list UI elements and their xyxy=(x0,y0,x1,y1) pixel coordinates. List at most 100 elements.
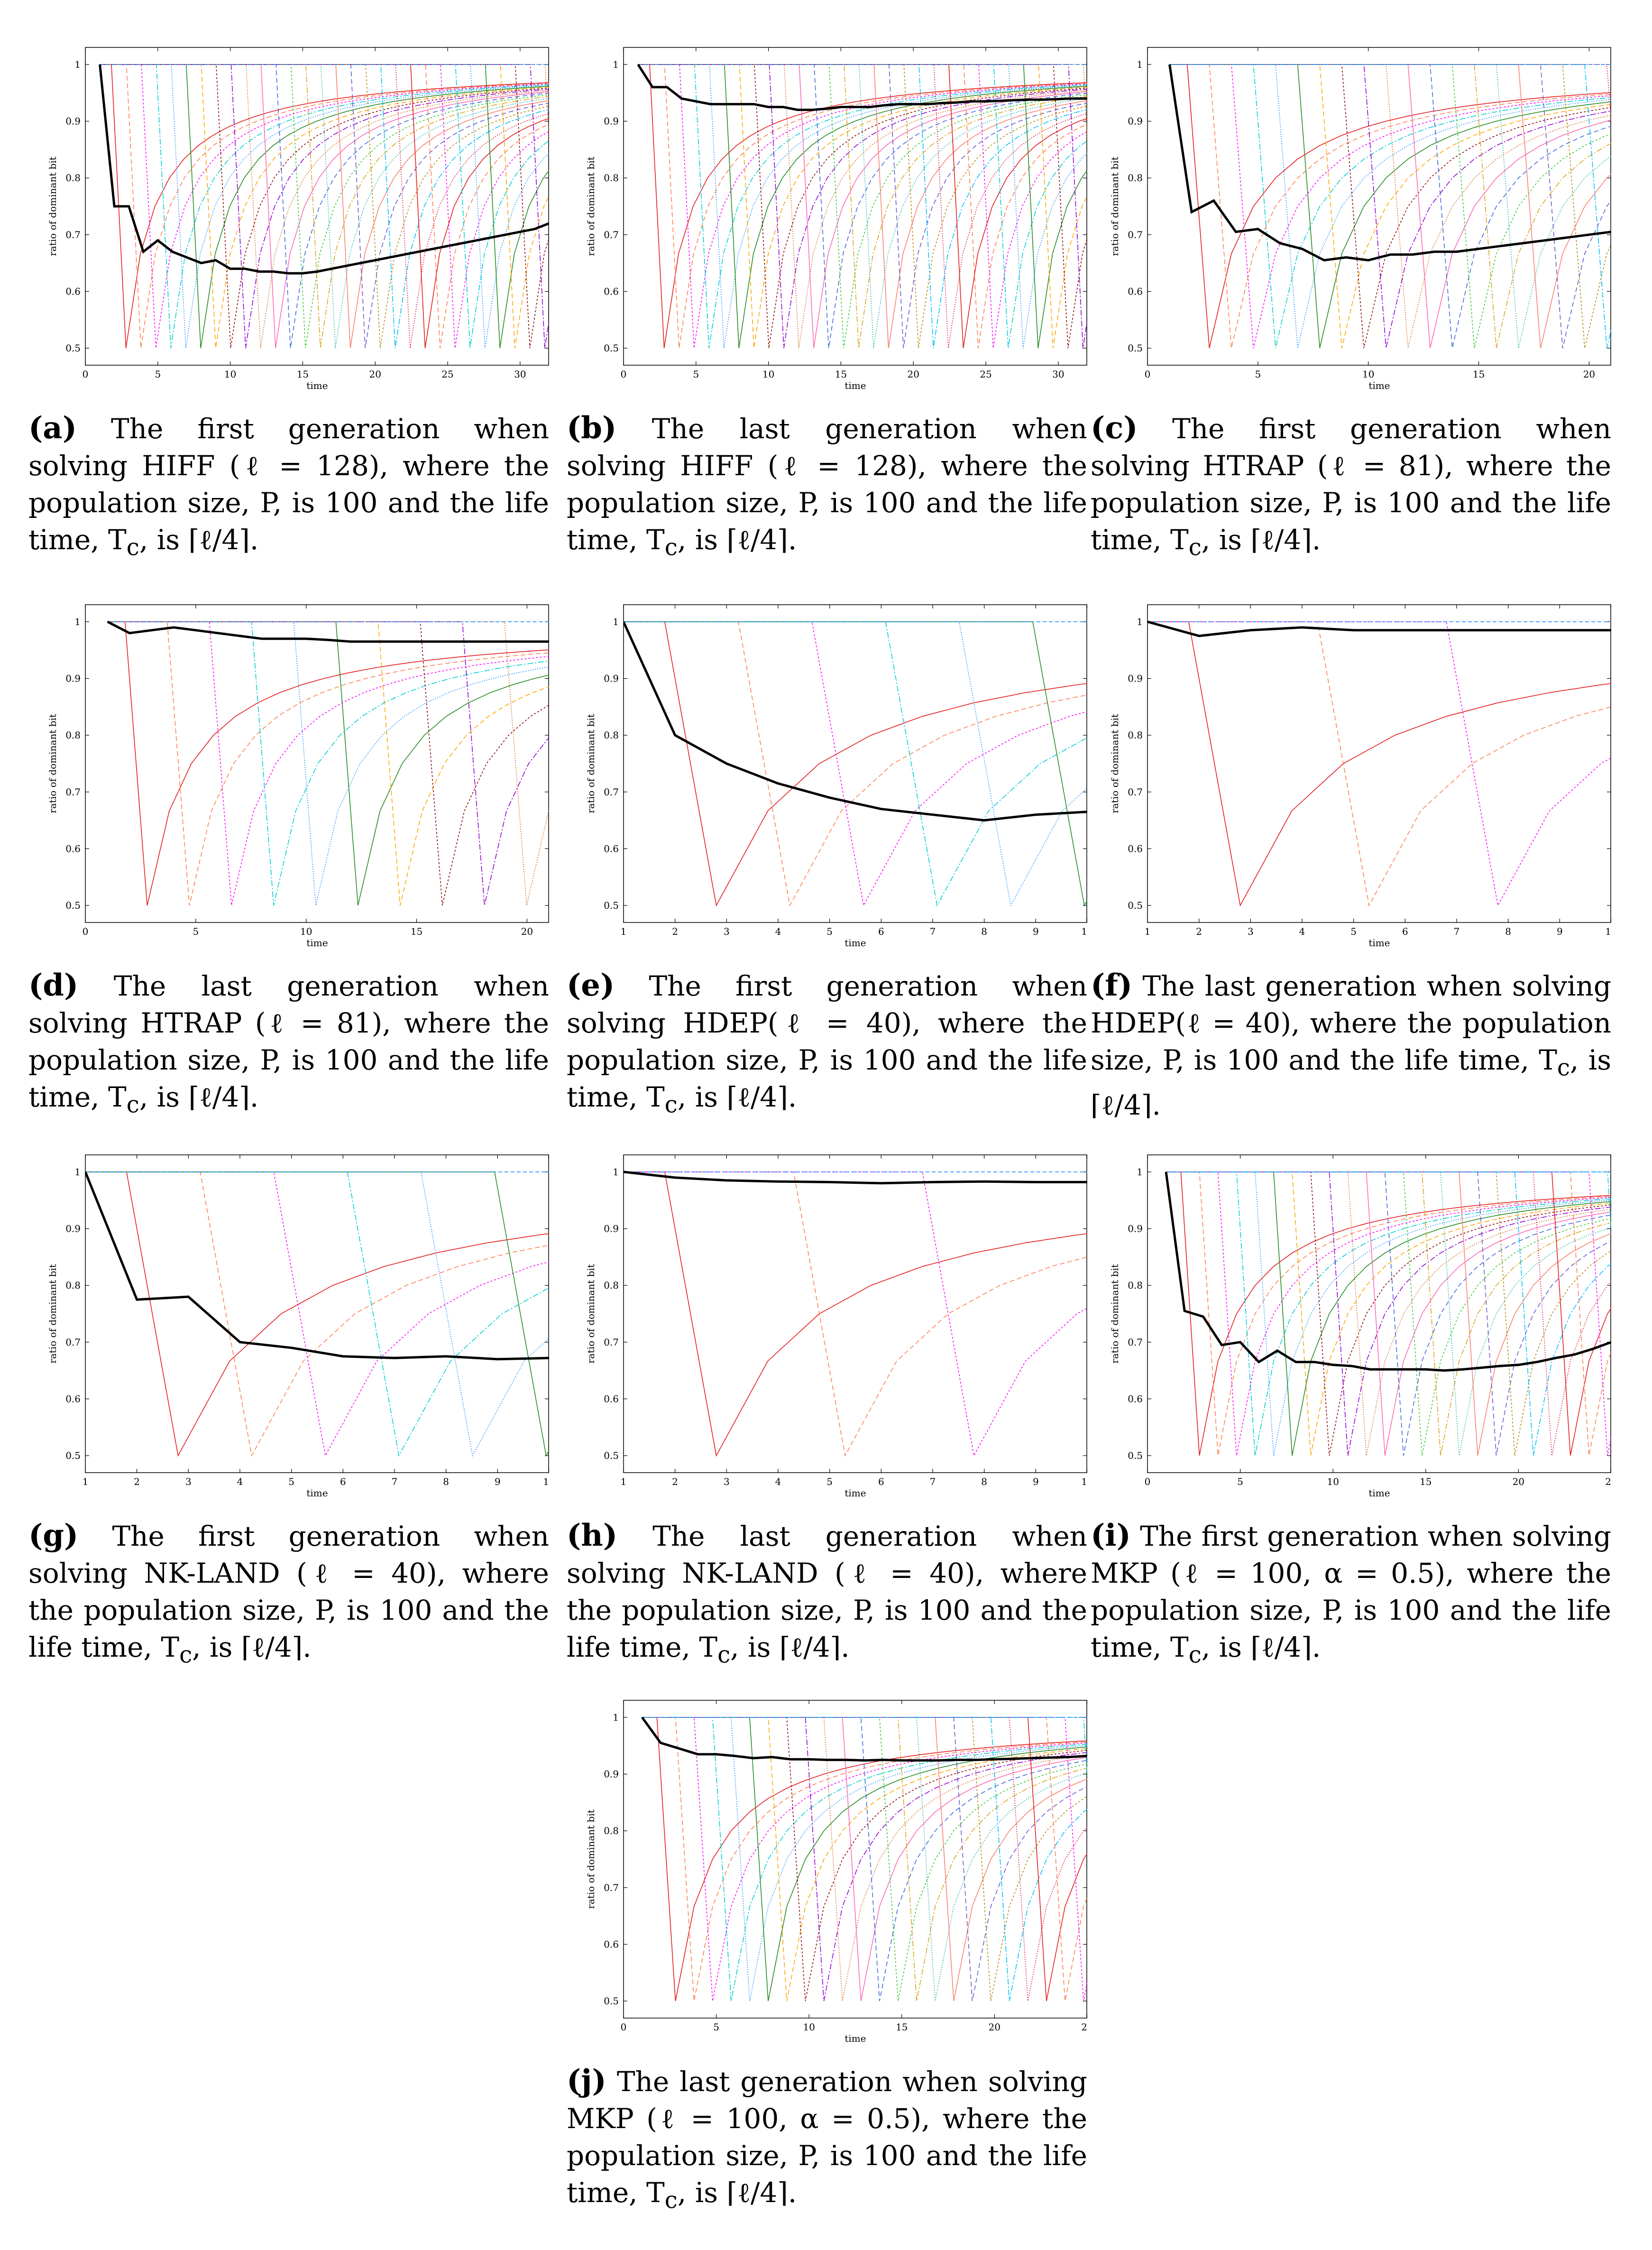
bit-series-line xyxy=(100,64,549,349)
x-tick-label: 5 xyxy=(713,2021,719,2033)
bit-series-line xyxy=(100,64,549,349)
y-tick-label: 0.7 xyxy=(604,786,619,798)
series-group xyxy=(1165,1171,1611,1456)
chart-j: 0.50.60.70.80.910510152025timeratio of d… xyxy=(585,1700,1087,2044)
caption-j: (j) The last generation when solving MKP… xyxy=(567,2063,1088,2214)
x-tick-label: 25 xyxy=(441,369,453,380)
x-tick-label: 15 xyxy=(1473,369,1485,380)
x-tick-label: 20 xyxy=(989,2021,1000,2033)
x-tick-label: 10 xyxy=(803,2021,815,2033)
bit-series-line xyxy=(85,1171,549,1457)
bit-series-line xyxy=(1169,64,1611,349)
x-tick-label: 0 xyxy=(83,369,89,380)
bit-series-line xyxy=(1166,1171,1611,1456)
plot-frame xyxy=(623,1154,1087,1473)
panel-f: 0.5 0.6 0.7 0.8 0.9 1 1 2 3 4 5 6 7 8 9 10 time ratio of … xyxy=(1091,595,1611,1124)
x-tick-label: 2 xyxy=(672,1476,678,1487)
x-tick-label: 1 xyxy=(1145,926,1151,937)
bit-series-line xyxy=(100,64,549,349)
bit-series-line xyxy=(107,621,549,906)
x-axis-label: time xyxy=(1368,937,1390,949)
bit-series-line xyxy=(642,1717,1087,2001)
x-tick-label: 5 xyxy=(1255,369,1261,380)
average-series-line xyxy=(624,621,1087,822)
series-group xyxy=(624,621,1087,907)
y-tick-label: 0.8 xyxy=(65,1280,81,1291)
y-axis-label: ratio of dominant bit xyxy=(47,714,58,813)
caption-i: (i) The first generation when solving MK… xyxy=(1091,1518,1611,1669)
bit-series-line xyxy=(1166,1171,1611,1456)
bit-series-line xyxy=(642,1717,1087,2001)
y-tick-label: 0.5 xyxy=(1128,1450,1143,1461)
x-axis-label: time xyxy=(306,1487,328,1499)
plot-frame xyxy=(1147,47,1611,366)
bit-series-line xyxy=(1169,64,1611,349)
bit-series-line xyxy=(638,64,1087,349)
x-tick-label: 5 xyxy=(288,1476,294,1487)
x-tick-label: 0 xyxy=(621,2021,627,2033)
x-tick-label: 15 xyxy=(1420,1476,1432,1487)
bit-series-line xyxy=(100,64,549,349)
bit-series-line xyxy=(642,1717,1087,2001)
average-series-line xyxy=(107,620,549,643)
x-tick-label: 15 xyxy=(411,926,422,937)
bit-series-line xyxy=(100,64,549,349)
x-axis-label: time xyxy=(306,937,328,949)
bit-series-line xyxy=(642,1717,1087,2001)
y-tick-label: 0.8 xyxy=(604,1280,619,1291)
y-axis-label: ratio of dominant bit xyxy=(585,1809,597,1909)
panel-a: 0.5 0.6 0.7 0.8 0.9 1 0 5 10 15 20 25 30 time ratio of… xyxy=(28,38,549,566)
bit-series-line xyxy=(638,64,1087,349)
y-tick-label: 0.8 xyxy=(604,1825,619,1836)
plot-frame xyxy=(623,47,1087,366)
x-axis-label: time xyxy=(1368,1487,1390,1499)
bit-series-line xyxy=(100,64,549,349)
caption-a: (a) The first generation when solving HI… xyxy=(28,410,549,561)
y-tick-label: 0.8 xyxy=(1128,1280,1143,1291)
bit-series-line xyxy=(638,64,1087,349)
bit-series-line xyxy=(1169,64,1611,349)
bit-series-line xyxy=(642,1717,1087,2001)
y-tick-label: 0.5 xyxy=(604,1450,619,1461)
bit-series-line xyxy=(100,64,549,349)
bit-series-line xyxy=(1166,1171,1611,1456)
bit-series-line xyxy=(1166,1171,1611,1456)
x-tick-label: 10 xyxy=(1081,926,1087,937)
bit-series-line xyxy=(1169,64,1611,349)
bit-series-line xyxy=(638,64,1087,349)
x-tick-label: 2 xyxy=(672,926,678,937)
bit-series-line xyxy=(1166,1171,1611,1456)
panel-h: 0.5 0.6 0.7 0.8 0.9 1 1 2 3 4 5 6 7 8 9 10 time ratio of … xyxy=(567,1145,1087,1674)
bit-series-line xyxy=(638,64,1087,349)
plot-frame xyxy=(623,604,1087,923)
bit-series-line xyxy=(638,64,1087,349)
x-tick-label: 7 xyxy=(392,1476,398,1487)
y-tick-label: 0.6 xyxy=(65,1393,81,1404)
x-tick-label: 4 xyxy=(237,1476,243,1487)
bit-series-line xyxy=(638,64,1087,349)
bit-series-line xyxy=(642,1717,1087,2001)
x-tick-label: 5 xyxy=(826,926,833,937)
y-tick-label: 0.7 xyxy=(604,1882,619,1893)
bit-series-line xyxy=(1147,621,1611,907)
y-tick-label: 0.6 xyxy=(604,286,619,297)
y-tick-label: 1 xyxy=(1137,59,1143,70)
y-tick-label: 0.6 xyxy=(65,843,81,854)
y-tick-label: 0.9 xyxy=(65,116,81,127)
bit-series-line xyxy=(638,64,1087,349)
chart-e: 0.5 0.6 0.7 0.8 0.9 1 1 2 3 4 5 6 7 8 9 10 time ratio of … xyxy=(585,604,1087,949)
bit-series-line xyxy=(100,64,549,349)
series-group xyxy=(99,64,549,349)
x-tick-label: 25 xyxy=(980,369,991,380)
bit-series-line xyxy=(100,64,549,349)
y-tick-label: 0.7 xyxy=(1128,1337,1143,1348)
bit-series-line xyxy=(107,621,549,906)
bit-series-line xyxy=(642,1717,1087,2001)
bit-series-line xyxy=(100,64,549,349)
chart-h: 0.5 0.6 0.7 0.8 0.9 1 1 2 3 4 5 6 7 8 9 10 time ratio of … xyxy=(585,1154,1087,1499)
y-tick-label: 0.7 xyxy=(604,229,619,240)
bit-series-line xyxy=(1169,64,1611,349)
x-tick-label: 5 xyxy=(693,369,699,380)
bit-series-line xyxy=(642,1717,1087,2001)
